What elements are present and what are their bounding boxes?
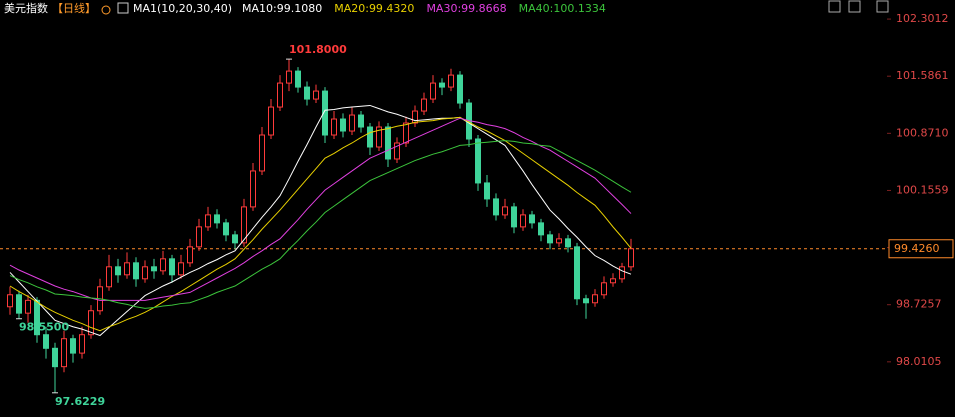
y-tick-label: 98.0105 [896,355,942,368]
candle-body [592,294,598,304]
candle-body [196,226,202,248]
candle-body [70,338,76,354]
candle-body [430,82,436,100]
candle-body [43,334,49,349]
candle-body [574,246,580,300]
annotation: 98.5500 [19,321,69,334]
candle-body [205,214,211,228]
candle-body [61,338,67,368]
candle-body [502,206,508,216]
candle-body [358,114,364,128]
legend-entry: MA40:100.1334 [519,2,606,15]
candle-body [448,74,454,88]
last-price-box [888,239,954,259]
candle-body [88,310,94,336]
candle-body [187,246,193,264]
candle-body [529,214,535,224]
candle-body [520,214,526,228]
legend-entry: MA10:99.1080 [242,2,322,15]
candle-body [214,214,220,224]
candle-body [277,82,283,108]
candle-body [151,266,157,272]
candle-body [106,266,112,288]
candle-body [547,234,553,244]
candle-body [610,278,616,284]
indicator-icon[interactable] [117,2,129,14]
last-price-label: 99.4260 [894,242,940,255]
annotation: 97.6229 [55,395,105,408]
candle-body [565,238,571,248]
period: 【日线】 [52,1,96,15]
candle-body [394,142,400,160]
y-tick-label: 98.7257 [896,298,942,311]
candle-body [322,90,328,136]
button[interactable] [876,0,889,13]
candle-body [115,266,121,276]
y-tick-label: 100.8710 [896,126,949,139]
candle-body [349,114,355,132]
candle-body [538,222,544,236]
candle-body [241,206,247,244]
candle-body [160,258,166,272]
candle-body [52,347,58,368]
candle-body [628,248,634,268]
candle-body [79,334,85,354]
candle-body [232,234,238,244]
candle-body [250,170,256,208]
ma-line [9,117,632,301]
y-tick-label: 101.5861 [896,69,949,82]
candle-body [34,299,40,336]
candle-body [493,198,499,216]
candle-body [169,258,175,276]
chart-title: 美元指数 [4,1,48,15]
candle-body [601,282,607,296]
candle-body [583,298,589,304]
candle-body [457,74,463,104]
candle-body [16,294,22,314]
candle-body [439,82,445,88]
candle-body [340,118,346,132]
candle-body [7,294,13,308]
legend-entry: MA20:99.4320 [334,2,414,15]
candle-body [403,122,409,144]
y-tick-label: 100.1559 [896,183,949,196]
candle-body [286,70,292,84]
annotation: 101.8000 [289,43,347,56]
candle-body [295,70,301,88]
candle-body [25,299,31,314]
candle-body [142,266,148,280]
candle-body [421,98,427,112]
button[interactable] [828,0,841,13]
candle-body [331,118,337,136]
candle-body [484,182,490,200]
candle-body [133,262,139,280]
button[interactable] [848,0,861,13]
ma-line [9,104,632,337]
settings-icon[interactable] [101,5,111,15]
candle-body [259,134,265,172]
candle-body [223,222,229,236]
candle-body [385,126,391,160]
candle-body [268,106,274,136]
candle-body [376,126,382,148]
candle-body [475,138,481,184]
candle-body [619,266,625,280]
window-buttons [828,0,889,13]
candle-body [124,262,130,276]
legend-entry: MA30:99.8668 [426,2,506,15]
ma-line [9,116,632,332]
y-tick-label: 102.3012 [896,12,949,25]
candle-body [367,126,373,148]
candle-body [556,238,562,244]
candle-body [178,262,184,276]
candle-body [304,86,310,100]
candle-body [313,90,319,100]
indicator: MA1(10,20,30,40) [133,2,232,15]
ma-line [9,140,632,309]
candle-body [511,206,517,228]
candle-body [412,110,418,124]
